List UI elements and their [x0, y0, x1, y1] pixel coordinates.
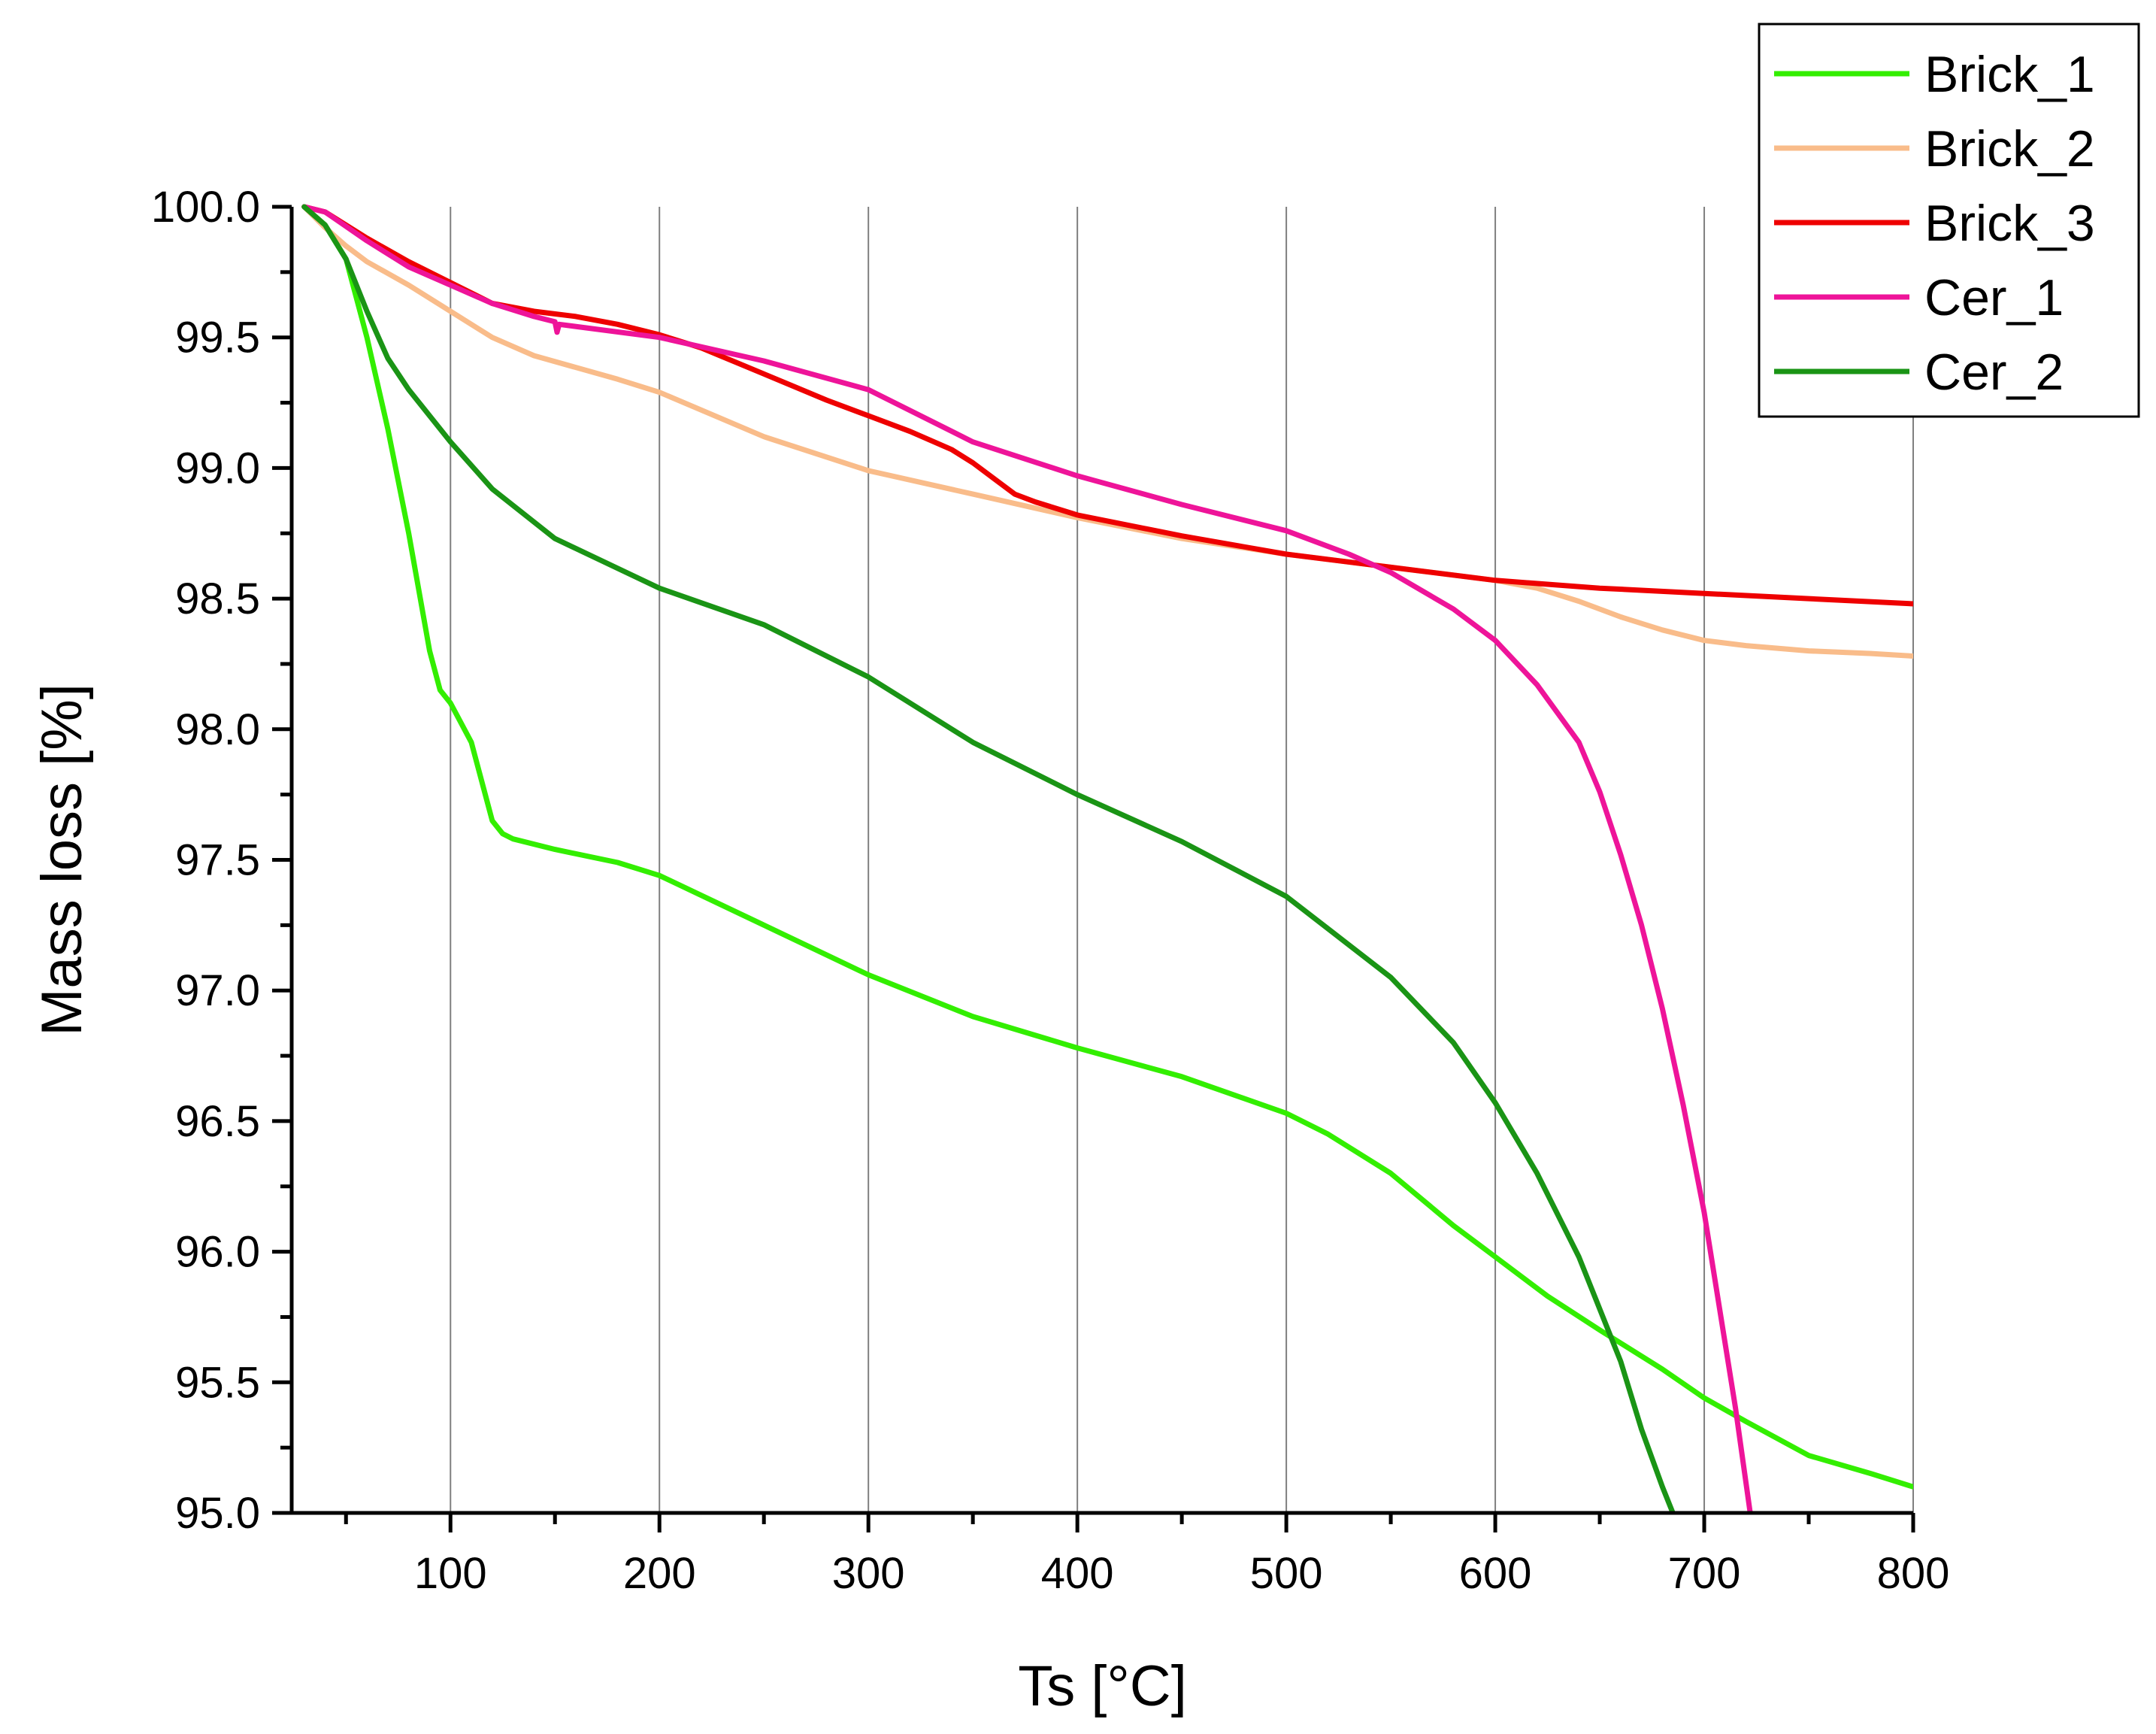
y-axis-title: Mass loss [%] [30, 684, 94, 1036]
legend-label-brick-1: Brick_1 [1924, 46, 2095, 103]
series-clip-group [301, 204, 1913, 1513]
x-tick-label-800: 800 [1877, 1549, 1950, 1598]
x-tick-label-400: 400 [1041, 1549, 1114, 1598]
x-tick-label-600: 600 [1459, 1549, 1532, 1598]
gridlines [450, 207, 1914, 1513]
series-line-cer-1 [301, 204, 1753, 1513]
series-line-brick-1 [301, 204, 1913, 1490]
x-tick-label-300: 300 [832, 1549, 905, 1598]
axes: 100 200 300 400 500 600 700 800 95.0 95.5 96.0 96.5… [30, 183, 1949, 1718]
legend-label-brick-2: Brick_2 [1924, 120, 2095, 177]
y-tick-label-96.5: 96.5 [175, 1097, 260, 1146]
x-tick-label-100: 100 [414, 1549, 487, 1598]
y-tick-label-96.0: 96.0 [175, 1228, 260, 1277]
y-tick-label-97.0: 97.0 [175, 966, 260, 1015]
legend-label-brick-3: Brick_3 [1924, 195, 2095, 252]
y-tick-label-97.5: 97.5 [175, 836, 260, 885]
y-tick-label-98.5: 98.5 [175, 574, 260, 623]
y-tick-label-95.0: 95.0 [175, 1489, 260, 1538]
y-tick-label-99.0: 99.0 [175, 444, 260, 493]
x-axis-title: Ts [°C] [1018, 1654, 1187, 1718]
x-tick-label-200: 200 [623, 1549, 696, 1598]
y-tick-label-100.0: 100.0 [151, 183, 260, 232]
y-tick-label-98.0: 98.0 [175, 705, 260, 754]
series-line-brick-3 [301, 204, 1913, 607]
y-tick-label-99.5: 99.5 [175, 314, 260, 362]
legend-label-cer-2: Cer_2 [1924, 344, 2064, 401]
legend: Brick_1 Brick_2 Brick_3 Cer_1 Cer_2 [1758, 23, 2140, 418]
series-line-cer-2 [301, 204, 1676, 1513]
series-line-brick-2 [301, 204, 1913, 659]
y-tick-label-95.5: 95.5 [175, 1358, 260, 1407]
x-tick-label-700: 700 [1668, 1549, 1741, 1598]
legend-label-cer-1: Cer_1 [1924, 269, 2064, 326]
x-tick-label-500: 500 [1250, 1549, 1323, 1598]
series-lines [301, 204, 1913, 1513]
